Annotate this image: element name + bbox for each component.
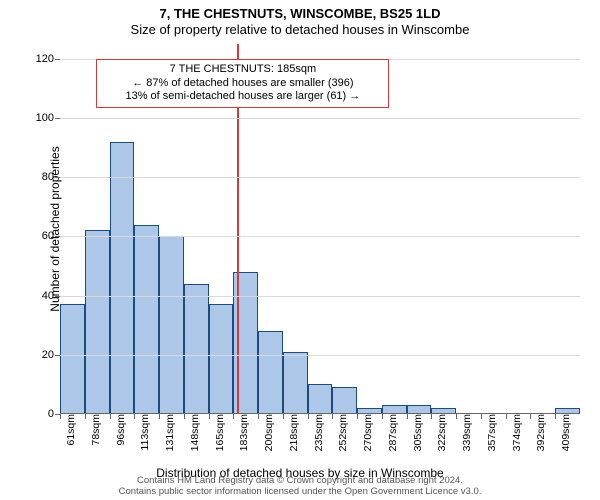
histogram-bar: [258, 331, 283, 414]
x-tick-label: 270sqm: [358, 414, 374, 451]
x-tick-label: 61sqm: [61, 414, 77, 446]
histogram-bar: [308, 384, 333, 414]
x-tick-label: 392sqm: [531, 414, 547, 451]
y-tick-label: 0: [48, 408, 60, 420]
annotation-line-3: 13% of semi-detached houses are larger (…: [105, 90, 380, 104]
histogram-bar: [110, 142, 135, 414]
y-tick-label: 80: [42, 171, 60, 183]
plot-area: Number of detached properties 0204060801…: [60, 44, 580, 414]
y-tick-label: 60: [42, 230, 60, 242]
x-tick-label: 322sqm: [432, 414, 448, 451]
gridline: [60, 177, 580, 178]
histogram-bar: [283, 352, 308, 414]
y-tick-label: 100: [36, 112, 60, 124]
histogram-bar: [159, 236, 184, 414]
x-tick-label: 183sqm: [234, 414, 250, 451]
histogram-bar: [60, 304, 85, 414]
y-tick-label: 40: [42, 290, 60, 302]
x-tick-label: 148sqm: [185, 414, 201, 451]
credits-line-2: Contains public sector information licen…: [0, 487, 600, 498]
histogram-bar: [184, 284, 209, 414]
x-tick-label: 113sqm: [135, 414, 151, 451]
y-tick-label: 120: [36, 53, 60, 65]
annotation-line-1: 7 THE CHESTNUTS: 185sqm: [105, 63, 380, 77]
title-line-2: Size of property relative to detached ho…: [0, 22, 600, 37]
annotation-line-2: ← 87% of detached houses are smaller (39…: [105, 77, 380, 91]
x-tick-label: 235sqm: [309, 414, 325, 451]
gridline: [60, 118, 580, 119]
x-tick-label: 357sqm: [482, 414, 498, 451]
x-tick-label: 165sqm: [210, 414, 226, 451]
histogram-bar: [85, 230, 110, 414]
x-tick-label: 252sqm: [333, 414, 349, 451]
x-tick-label: 374sqm: [507, 414, 523, 451]
x-tick-label: 305sqm: [408, 414, 424, 451]
gridline: [60, 355, 580, 356]
x-tick-label: 200sqm: [259, 414, 275, 451]
histogram-bar: [332, 387, 357, 414]
x-tick-label: 96sqm: [111, 414, 127, 446]
histogram-bar: [134, 225, 159, 414]
gridline: [60, 236, 580, 237]
chart-container: 7, THE CHESTNUTS, WINSCOMBE, BS25 1LD Si…: [0, 0, 600, 500]
title-line-1: 7, THE CHESTNUTS, WINSCOMBE, BS25 1LD: [0, 6, 600, 21]
x-tick-label: 78sqm: [86, 414, 102, 446]
x-tick-label: 409sqm: [556, 414, 572, 451]
credits: Contains HM Land Registry data © Crown c…: [0, 476, 600, 498]
y-tick-label: 20: [42, 349, 60, 361]
x-tick-label: 287sqm: [383, 414, 399, 451]
histogram-bar: [209, 304, 234, 414]
gridline: [60, 296, 580, 297]
x-tick-label: 131sqm: [160, 414, 176, 451]
x-tick-label: 339sqm: [457, 414, 473, 451]
annotation-box: 7 THE CHESTNUTS: 185sqm← 87% of detached…: [96, 59, 389, 108]
x-tick-label: 218sqm: [284, 414, 300, 451]
